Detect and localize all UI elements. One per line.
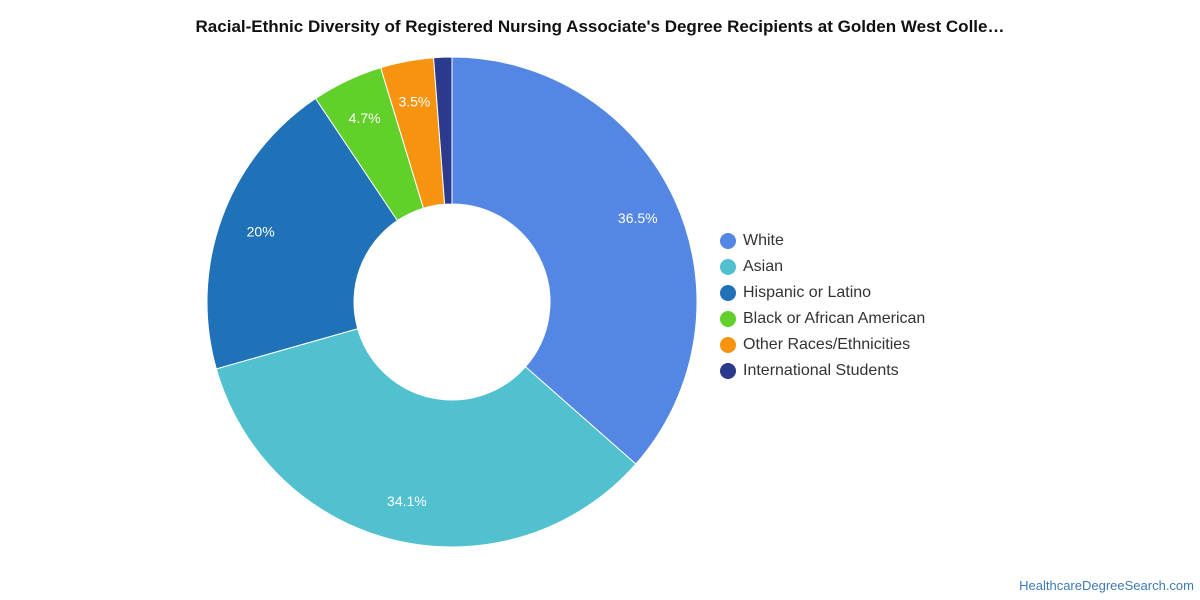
slice-label-black-or-african-american: 4.7% (349, 110, 381, 126)
legend-item-hispanic-or-latino[interactable]: Hispanic or Latino (720, 280, 925, 306)
legend-label: Black or African American (743, 310, 926, 327)
slice-international-students[interactable] (433, 56, 453, 205)
slice-asian[interactable] (215, 328, 637, 548)
chart-title: Racial-Ethnic Diversity of Registered Nu… (195, 17, 1005, 36)
legend-label: International Students (743, 362, 899, 379)
legend-swatch (720, 337, 736, 353)
legend-label: Asian (743, 258, 784, 275)
source-credit[interactable]: HealthcareDegreeSearch.com (1019, 578, 1194, 593)
slice-labels: 36.5% 34.1% 20% 4.7% 3.5% (247, 94, 658, 509)
donut-slices (206, 56, 698, 548)
legend-label: White (743, 232, 784, 249)
legend: White Asian Hispanic or Latino Black or Afr… (720, 228, 925, 384)
slice-label-hispanic-or-latino: 20% (247, 224, 275, 240)
slice-white[interactable] (451, 56, 698, 465)
legend-item-asian[interactable]: Asian (720, 254, 925, 280)
slice-label-asian: 34.1% (387, 493, 427, 509)
legend-swatch (720, 311, 736, 327)
legend-item-black-or-african-american[interactable]: Black or African American (720, 306, 925, 332)
legend-swatch (720, 233, 736, 249)
legend-label: Hispanic or Latino (743, 284, 872, 301)
slice-label-other-races-ethnicities: 3.5% (398, 94, 430, 110)
legend-swatch (720, 259, 736, 275)
legend-swatch (720, 285, 736, 301)
legend-swatch (720, 363, 736, 379)
legend-item-other-races-ethnicities[interactable]: Other Races/Ethnicities (720, 332, 925, 358)
legend-label: Other Races/Ethnicities (743, 336, 911, 353)
slice-hispanic-or-latino[interactable] (206, 97, 399, 370)
slice-label-white: 36.5% (618, 210, 658, 226)
legend-item-international-students[interactable]: International Students (720, 358, 925, 384)
legend-item-white[interactable]: White (720, 228, 925, 254)
